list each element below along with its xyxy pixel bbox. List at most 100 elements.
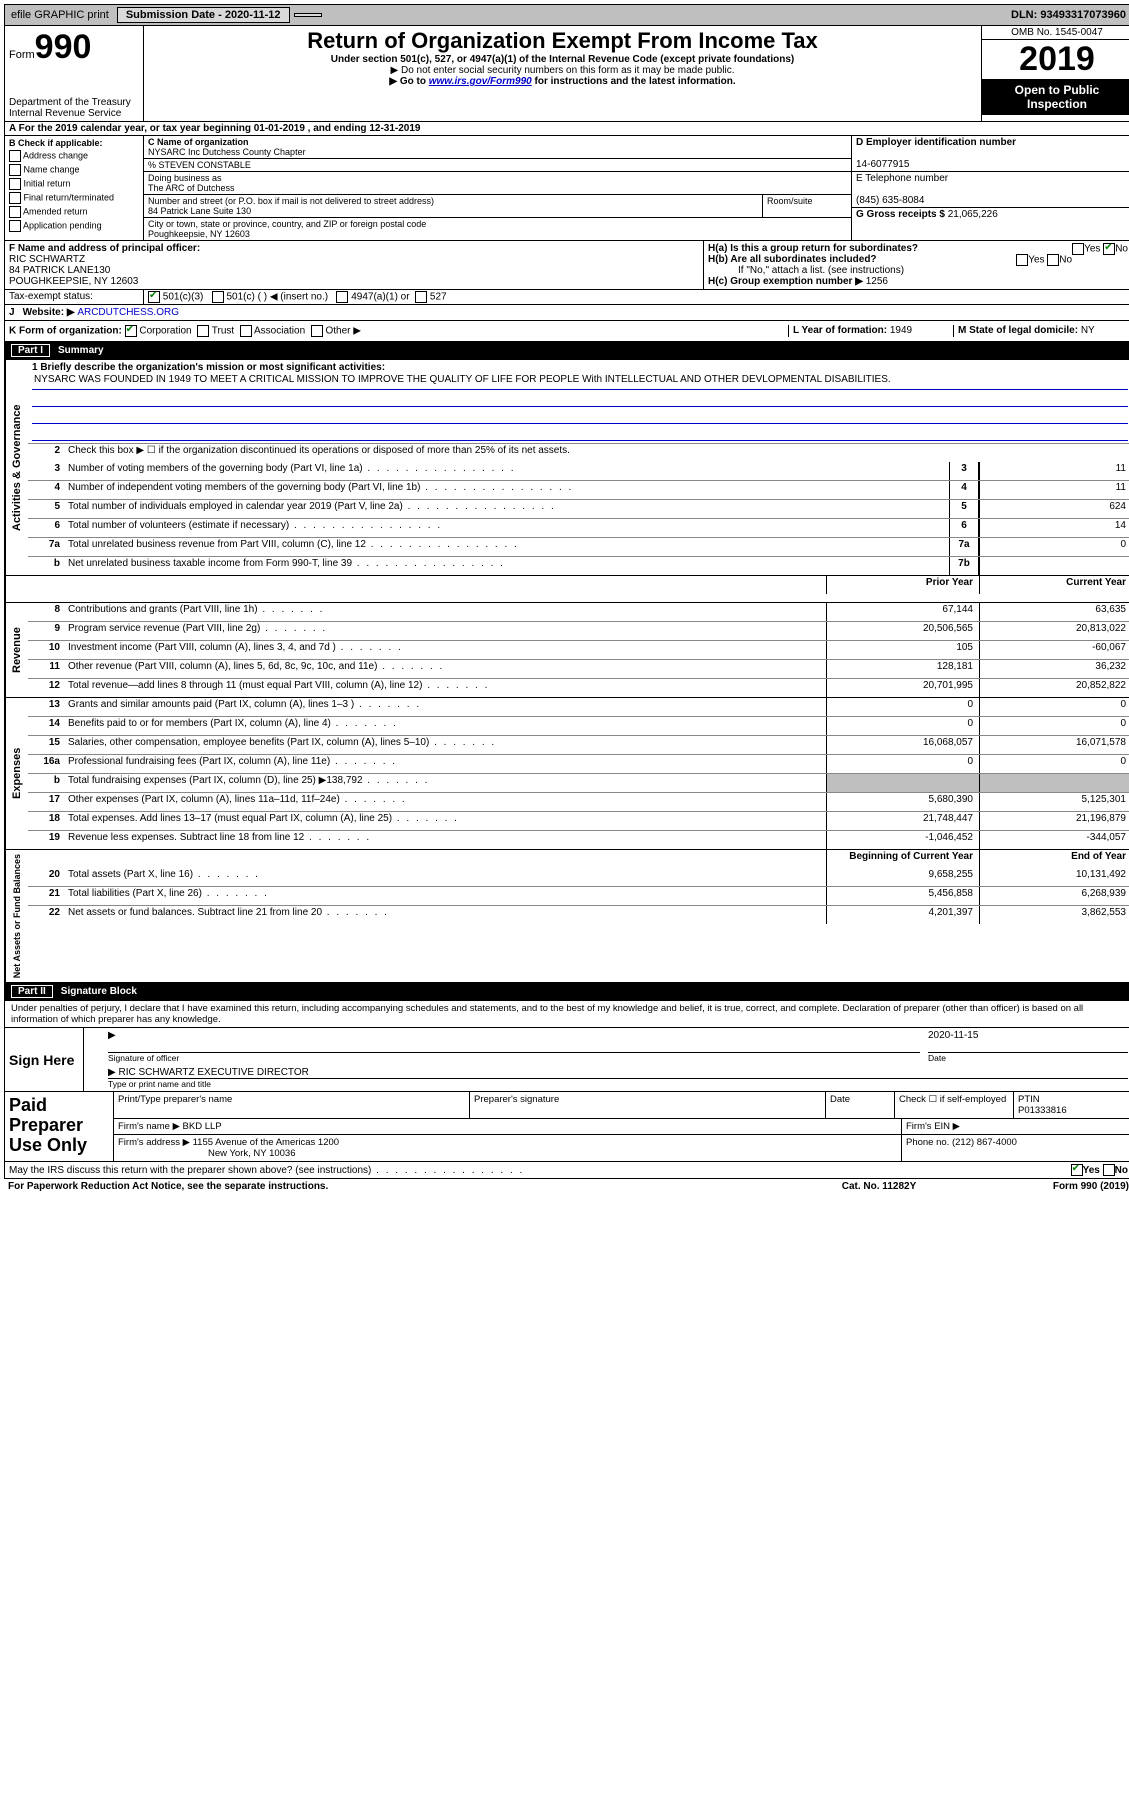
- submission-date-button[interactable]: Submission Date - 2020-11-12: [117, 7, 290, 23]
- line-value: 0: [979, 538, 1129, 556]
- firm-name-value: BKD LLP: [183, 1121, 222, 1132]
- yes-label: Yes: [1084, 244, 1100, 255]
- website-value[interactable]: ARCDUTCHESS.ORG: [77, 307, 179, 318]
- line-17: 17 Other expenses (Part IX, column (A), …: [28, 792, 1129, 811]
- line-18: 18 Total expenses. Add lines 13–17 (must…: [28, 811, 1129, 830]
- line-desc: Salaries, other compensation, employee b…: [64, 736, 826, 754]
- chk-initial-return[interactable]: Initial return: [9, 177, 139, 191]
- chk-other[interactable]: [311, 325, 323, 337]
- discuss-row: May the IRS discuss this return with the…: [4, 1162, 1129, 1179]
- irs-link[interactable]: www.irs.gov/Form990: [429, 76, 532, 87]
- prior-value: -1,046,452: [826, 831, 979, 849]
- line-8: 8 Contributions and grants (Part VIII, l…: [28, 603, 1129, 621]
- chk-name-change[interactable]: Name change: [9, 163, 139, 177]
- current-value: 0: [979, 755, 1129, 773]
- form-word: Form: [9, 49, 35, 61]
- hb-yes-chk[interactable]: [1016, 254, 1028, 266]
- line-desc: Other revenue (Part VIII, column (A), li…: [64, 660, 826, 678]
- yes-label: Yes: [1028, 255, 1044, 266]
- gov-line-4: 4 Number of independent voting members o…: [28, 480, 1129, 499]
- line-20: 20 Total assets (Part X, line 16) 9,658,…: [28, 868, 1129, 886]
- header-left: Form990 Department of the Treasury Inter…: [5, 26, 144, 121]
- sig-line[interactable]: ▶: [108, 1030, 920, 1053]
- opt-501c: 501(c) ( ) ◀ (insert no.): [226, 292, 328, 303]
- chk-assoc[interactable]: [240, 325, 252, 337]
- ha-row: H(a) Is this a group return for subordin…: [708, 243, 1128, 254]
- dba-field: Doing business as The ARC of Dutchess: [144, 172, 851, 195]
- line-num: 3: [28, 462, 64, 480]
- street-label: Number and street (or P.O. box if mail i…: [148, 196, 434, 206]
- current-year-hdr: Current Year: [979, 576, 1129, 594]
- revenue-section: Revenue 8 Contributions and grants (Part…: [4, 603, 1129, 698]
- chk-501c3[interactable]: [148, 291, 160, 303]
- current-value: 3,862,553: [979, 906, 1129, 924]
- prior-value: 0: [826, 698, 979, 716]
- gov-body: 1 Briefly describe the organization's mi…: [28, 360, 1129, 575]
- chk-address-change[interactable]: Address change: [9, 149, 139, 163]
- form-footer: Form 990 (2019): [979, 1181, 1129, 1192]
- colhdr-body: Prior Year Current Year: [28, 576, 1129, 602]
- ha-yes-chk[interactable]: [1072, 243, 1084, 255]
- hb-no-chk[interactable]: [1047, 254, 1059, 266]
- gov-line-6: 6 Total number of volunteers (estimate i…: [28, 518, 1129, 537]
- netassets-side-label: Net Assets or Fund Balances: [5, 850, 28, 982]
- open-public-badge: Open to Public Inspection: [982, 79, 1129, 115]
- gross-value: 21,065,226: [948, 209, 998, 220]
- header-right: OMB No. 1545-0047 2019 Open to Public In…: [981, 26, 1129, 121]
- chk-trust[interactable]: [197, 325, 209, 337]
- current-value: 10,131,492: [979, 868, 1129, 886]
- website-row: J Website: ▶ ARCDUTCHESS.ORG: [4, 305, 1129, 321]
- preparer-grid: Print/Type preparer's name Preparer's si…: [114, 1092, 1129, 1161]
- signature-block: Under penalties of perjury, I declare th…: [4, 1001, 1129, 1092]
- discuss-yes-chk[interactable]: [1071, 1164, 1083, 1176]
- firm-name-label: Firm's name ▶: [118, 1121, 180, 1132]
- line-box: 7a: [949, 538, 979, 556]
- line-a-row: A For the 2019 calendar year, or tax yea…: [4, 122, 1129, 136]
- mission-lead: 1 Briefly describe the organization's mi…: [32, 362, 385, 373]
- sig-name-cell: ▶ RIC SCHWARTZ EXECUTIVE DIRECTOR Type o…: [84, 1065, 1129, 1091]
- current-value: 21,196,879: [979, 812, 1129, 830]
- prior-value: [826, 774, 979, 792]
- current-value: 16,071,578: [979, 736, 1129, 754]
- ptin-label: PTIN: [1018, 1094, 1040, 1105]
- firm-addr-label: Firm's address ▶: [118, 1137, 190, 1148]
- no-label: No: [1115, 244, 1128, 255]
- line-desc: Total number of volunteers (estimate if …: [64, 519, 949, 537]
- prior-year-hdr: Prior Year: [826, 576, 979, 594]
- blank-button[interactable]: [294, 13, 322, 17]
- sig-officer-label: Signature of officer: [108, 1053, 920, 1063]
- city-label: City or town, state or province, country…: [148, 219, 426, 229]
- chk-527[interactable]: [415, 291, 427, 303]
- chk-final-return[interactable]: Final return/terminated: [9, 191, 139, 205]
- line-desc: Contributions and grants (Part VIII, lin…: [64, 603, 826, 621]
- chk-app-pending[interactable]: Application pending: [9, 219, 139, 233]
- line-16a: 16a Professional fundraising fees (Part …: [28, 754, 1129, 773]
- l-label: L Year of formation:: [793, 325, 887, 336]
- opt-other: Other ▶: [325, 326, 360, 337]
- line-num: 5: [28, 500, 64, 518]
- block-de: D Employer identification number 14-6077…: [852, 136, 1129, 240]
- mission-blank-2: [32, 407, 1128, 424]
- opt-assoc: Association: [254, 326, 305, 337]
- firm-phone: Phone no. (212) 867-4000: [902, 1135, 1129, 1161]
- no-label: No: [1059, 255, 1072, 266]
- page-footer: For Paperwork Reduction Act Notice, see …: [4, 1179, 1129, 1194]
- chk-501c[interactable]: [212, 291, 224, 303]
- gov-side-label: Activities & Governance: [5, 360, 28, 575]
- line-b: b Total fundraising expenses (Part IX, c…: [28, 773, 1129, 792]
- colhdr-section: Prior Year Current Year: [4, 576, 1129, 603]
- line-box: 3: [949, 462, 979, 480]
- part2-title: Signature Block: [61, 986, 137, 997]
- discuss-no-chk[interactable]: [1103, 1164, 1115, 1176]
- line-15: 15 Salaries, other compensation, employe…: [28, 735, 1129, 754]
- dba-label: Doing business as: [148, 173, 222, 183]
- current-value: [979, 774, 1129, 792]
- chk-amended-return[interactable]: Amended return: [9, 205, 139, 219]
- chk-label: Initial return: [24, 178, 71, 188]
- chk-4947[interactable]: [336, 291, 348, 303]
- blank: [28, 576, 64, 594]
- ha-no-chk[interactable]: [1103, 243, 1115, 255]
- chk-corp[interactable]: [125, 325, 137, 337]
- block-h: H(a) Is this a group return for subordin…: [704, 241, 1129, 289]
- goto-post: for instructions and the latest informat…: [535, 76, 736, 87]
